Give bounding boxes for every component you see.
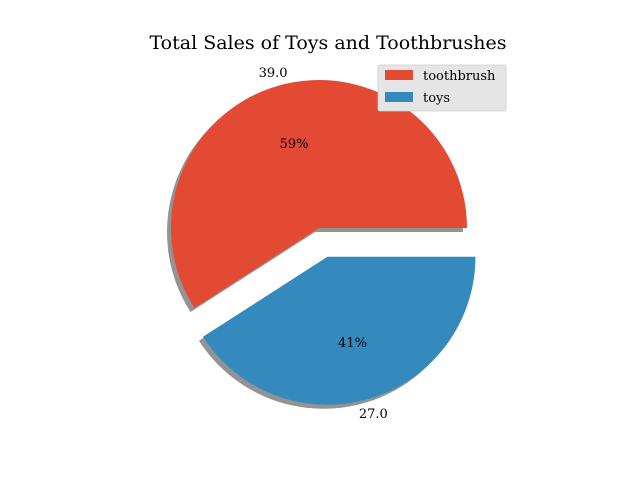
legend-label-toys: toys	[423, 91, 450, 106]
slice-percent-label-toothbrush: 59%	[280, 137, 309, 152]
pie-slice-toothbrush	[170, 80, 467, 309]
slice-percent-label-toys: 41%	[338, 336, 367, 351]
slice-value-label-toys: 27.0	[359, 407, 388, 422]
legend: toothbrush toys	[377, 64, 507, 112]
legend-swatch-toys	[385, 92, 413, 102]
legend-label-toothbrush: toothbrush	[423, 69, 496, 84]
label-layer: 59% 39.0 41% 27.0	[259, 66, 388, 422]
legend-swatch-toothbrush	[385, 70, 413, 80]
pie-slice-toys	[202, 256, 476, 405]
slice-value-label-toothbrush: 39.0	[259, 66, 288, 81]
slice-layer	[170, 80, 476, 405]
chart-title: Total Sales of Toys and Toothbrushes	[149, 32, 506, 54]
